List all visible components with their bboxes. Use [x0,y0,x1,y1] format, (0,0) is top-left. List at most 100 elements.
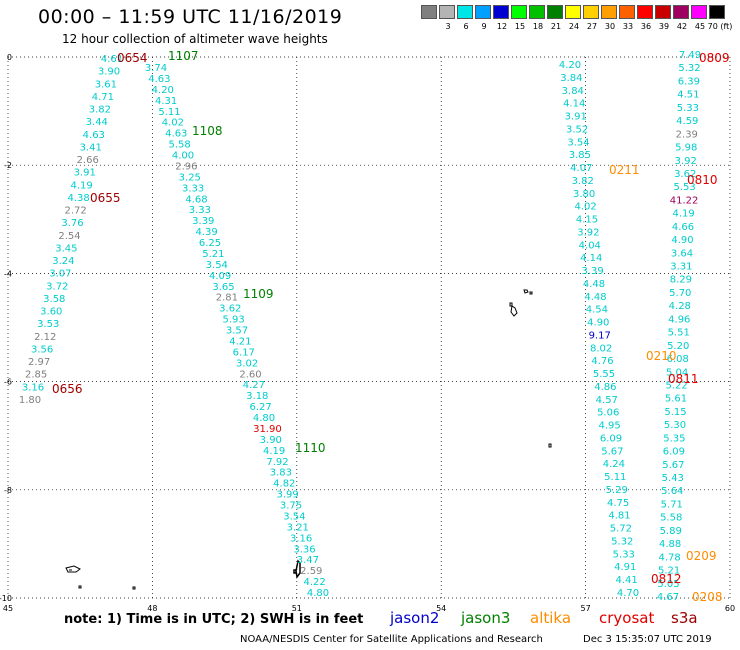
units-note: note: 1) Time is in UTC; 2) SWH is in fe… [64,612,364,627]
swh-value: 2.59 [300,566,322,577]
lon-tick-label: 60 [725,604,735,613]
swh-value: 5.32 [611,537,633,548]
swh-value: 3.24 [52,256,74,267]
pass-time-label: 0654 [117,51,148,65]
swh-value: 6.25 [199,238,221,249]
swh-value: 5.30 [664,420,686,431]
swh-value: 5.67 [601,446,623,457]
legend-tick-label: 42 [676,22,688,31]
swh-value: 6.09 [663,447,685,458]
pass-time-label: 1108 [192,124,223,138]
swh-value: 3.82 [89,105,111,116]
lat-tick-label: -10 [0,594,12,603]
altimeter-tracks: 4.613.903.614.713.823.444.633.412.663.91… [19,50,701,603]
swh-value: 4.14 [580,253,602,264]
page-title: 00:00 – 11:59 UTC 11/16/2019 [38,6,343,28]
map-grid [7,56,731,599]
swh-value: 2.97 [28,357,50,368]
swh-value: 4.41 [615,575,637,586]
swh-value: 5.72 [610,524,632,535]
page-subtitle: 12 hour collection of altimeter wave hei… [62,32,328,46]
swh-value: 4.67 [657,592,679,603]
swh-value: 2.85 [25,370,47,381]
swh-value: 3.39 [581,266,603,277]
swh-value: 7.92 [266,457,288,468]
legend-unit-label: 70 (ft) [707,22,733,31]
swh-value: 8.02 [590,343,612,354]
swh-value: 4.19 [672,209,694,220]
pass-time-label: 0810 [687,173,718,187]
swh-value: 5.21 [202,249,224,260]
swh-value: 3.74 [145,63,167,74]
legend-swatch [511,5,527,19]
swh-value: 3.91 [74,168,96,179]
lon-tick-label: 51 [292,604,302,613]
swh-value: 4.51 [677,90,699,101]
swh-value: 3.56 [31,345,53,356]
swh-value: 5.20 [667,341,689,352]
swh-value: 3.25 [179,172,201,183]
pass-time-label: 0211 [609,163,640,177]
swh-value: 3.85 [569,150,591,161]
swh-value: 4.59 [676,116,698,127]
swh-value: 3.80 [573,189,595,200]
swh-value: 3.60 [40,307,62,318]
swh-value: 3.75 [280,501,302,512]
swh-value: 7.49 [679,50,701,61]
pass-time-label: 0655 [90,191,121,205]
pass-time-label: 0811 [668,372,699,386]
swh-value: 4.71 [92,92,114,103]
legend-swatch [421,5,437,19]
swh-value: 3.83 [270,468,292,479]
swh-value: 3.82 [572,176,594,187]
lon-tick-label: 57 [581,604,591,613]
legend-tick-label: 6 [463,22,469,31]
swh-value: 2.39 [676,129,698,140]
legend-tick-label: 18 [532,22,544,31]
swh-value: 3.54 [567,137,589,148]
lat-tick-label: -4 [4,269,12,278]
swh-value: 4.21 [229,336,251,347]
swh-value: 5.11 [604,472,626,483]
legend-tick-label: 24 [568,22,580,31]
swh-value: 5.67 [662,460,684,471]
swh-value: 4.14 [563,99,585,110]
pass-time-label: 0809 [699,51,730,65]
swh-value: 3.53 [37,319,59,330]
swh-value: 3.47 [297,555,319,566]
swh-value: 2.81 [216,293,238,304]
swh-value: 4.63 [83,130,105,141]
swh-value: 4.95 [598,421,620,432]
legend-tick-label: 21 [550,22,562,31]
swh-value: 3.33 [189,205,211,216]
legend-tick-label: 30 [604,22,616,31]
pass-time-labels: 0654 0655 0656 1107 1108 1109 1110 0211 0210 0209… [52,49,730,604]
swh-value: 4.86 [594,382,616,393]
pass-time-label: 1107 [168,49,199,63]
swh-value: 6.08 [667,354,689,365]
swh-value: 3.21 [287,522,309,533]
swh-value: 3.61 [95,79,117,90]
pass-time-label: 0209 [686,549,717,563]
island-small-east [548,443,552,448]
swh-value: 4.09 [209,271,231,282]
swh-value: 5.64 [661,486,683,497]
footer-timestamp: Dec 3 15:35:07 UTC 2019 [583,634,712,645]
legend-swatch [691,5,707,19]
swh-value: 4.31 [155,96,177,107]
legend-swatch [547,5,563,19]
legend-jason2: jason2 [390,609,440,627]
swh-value: 6.09 [600,434,622,445]
legend-swatch [637,5,653,19]
swh-value: 4.48 [583,279,605,290]
swh-value: 5.61 [665,394,687,405]
swh-value: 5.04 [666,367,688,378]
swh-value: 4.80 [253,413,275,424]
swh-value: 4.91 [614,562,636,573]
swh-value: 4.75 [607,498,629,509]
swh-value: 3.58 [43,294,65,305]
swh-value: 3.64 [671,248,693,259]
swh-value: 4.81 [608,511,630,522]
swh-value: 5.93 [222,315,244,326]
swh-value: 4.20 [559,60,581,71]
